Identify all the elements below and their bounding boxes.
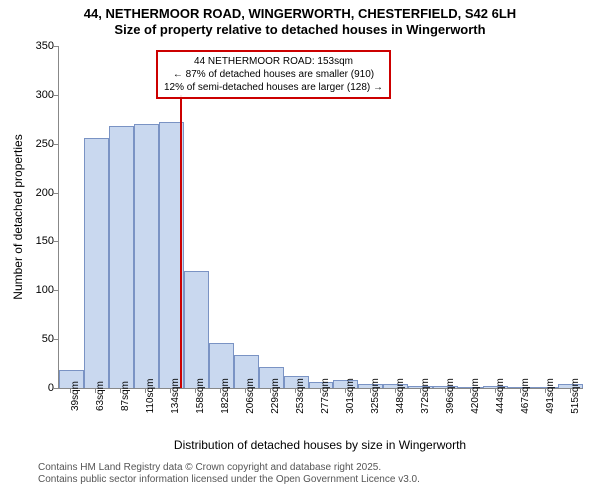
y-tick-label: 150 (0, 235, 54, 247)
title-line-2: Size of property relative to detached ho… (0, 22, 600, 38)
y-tick-label: 350 (0, 40, 54, 52)
y-tick-mark (53, 339, 58, 340)
y-axis-label: Number of detached properties (11, 127, 25, 307)
y-tick-mark (53, 46, 58, 47)
attribution-line-2: Contains public sector information licen… (38, 474, 420, 486)
attribution: Contains HM Land Registry data © Crown c… (38, 462, 420, 486)
x-tick-label: 420sqm (470, 378, 481, 414)
y-tick-mark (53, 144, 58, 145)
x-tick-label: 206sqm (245, 378, 256, 414)
x-tick-label: 110sqm (145, 379, 156, 414)
x-tick-label: 134sqm (170, 378, 181, 414)
y-tick-label: 250 (0, 138, 54, 150)
histogram-bar (184, 271, 209, 388)
x-tick-label: 444sqm (495, 378, 506, 414)
x-tick-label: 372sqm (420, 378, 431, 414)
histogram-bar (134, 124, 159, 388)
x-tick-label: 229sqm (270, 378, 281, 414)
x-tick-label: 39sqm (70, 381, 81, 411)
y-tick-label: 0 (0, 382, 54, 394)
x-axis-label: Distribution of detached houses by size … (58, 438, 582, 452)
attribution-line-1: Contains HM Land Registry data © Crown c… (38, 462, 420, 474)
annotation-line-2: ← 87% of detached houses are smaller (91… (164, 68, 383, 81)
x-tick-label: 301sqm (345, 378, 356, 414)
x-tick-label: 348sqm (395, 378, 406, 414)
annotation-line-1: 44 NETHERMOOR ROAD: 153sqm (164, 55, 383, 68)
histogram-bar (84, 138, 109, 388)
x-tick-label: 253sqm (295, 378, 306, 414)
y-tick-label: 50 (0, 333, 54, 345)
y-tick-label: 100 (0, 284, 54, 296)
title-line-1: 44, NETHERMOOR ROAD, WINGERWORTH, CHESTE… (0, 0, 600, 22)
x-tick-label: 396sqm (445, 378, 456, 414)
x-tick-label: 277sqm (320, 378, 331, 414)
x-tick-label: 467sqm (520, 378, 531, 414)
property-marker-line (180, 95, 182, 388)
x-tick-label: 87sqm (120, 381, 131, 411)
x-tick-label: 182sqm (220, 378, 231, 414)
x-tick-label: 515sqm (570, 378, 581, 414)
y-tick-label: 200 (0, 187, 54, 199)
x-tick-label: 63sqm (95, 381, 106, 411)
histogram-bar (109, 126, 134, 388)
chart-container: 44, NETHERMOOR ROAD, WINGERWORTH, CHESTE… (0, 0, 600, 500)
x-tick-label: 325sqm (370, 378, 381, 414)
x-tick-label: 158sqm (195, 378, 206, 414)
y-tick-mark (53, 388, 58, 389)
y-tick-mark (53, 290, 58, 291)
y-tick-label: 300 (0, 89, 54, 101)
y-tick-mark (53, 193, 58, 194)
y-tick-mark (53, 95, 58, 96)
annotation-line-3: 12% of semi-detached houses are larger (… (164, 81, 383, 94)
annotation-box: 44 NETHERMOOR ROAD: 153sqm ← 87% of deta… (156, 50, 391, 99)
x-tick-label: 491sqm (545, 378, 556, 414)
y-tick-mark (53, 241, 58, 242)
